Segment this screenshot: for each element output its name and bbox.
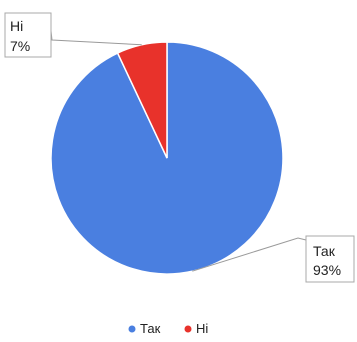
pie-slice-ni	[116, 41, 168, 159]
callout-leader-line	[50, 30, 142, 46]
pie-slices	[50, 41, 284, 275]
callout-tak: Так 93%	[192, 235, 355, 283]
legend-marker	[128, 325, 136, 333]
callout-percent-label: 7%	[10, 38, 30, 54]
legend-item-tak: Так	[128, 321, 161, 336]
legend-item-ni: Ні	[184, 321, 208, 336]
legend: Так Ні	[128, 321, 208, 336]
legend-marker	[184, 325, 192, 333]
callouts: Так 93% Ні 7%	[4, 12, 355, 283]
callout-category-label: Ні	[10, 18, 23, 34]
callout-percent-label: 93%	[313, 262, 341, 278]
callout-box	[4, 12, 52, 58]
callout-leader-line	[192, 237, 307, 272]
legend-label: Ні	[196, 321, 208, 336]
callout-category-label: Так	[313, 243, 336, 259]
callout-ni: Ні 7%	[4, 12, 142, 58]
legend-label: Так	[140, 321, 161, 336]
callout-box	[305, 235, 355, 283]
